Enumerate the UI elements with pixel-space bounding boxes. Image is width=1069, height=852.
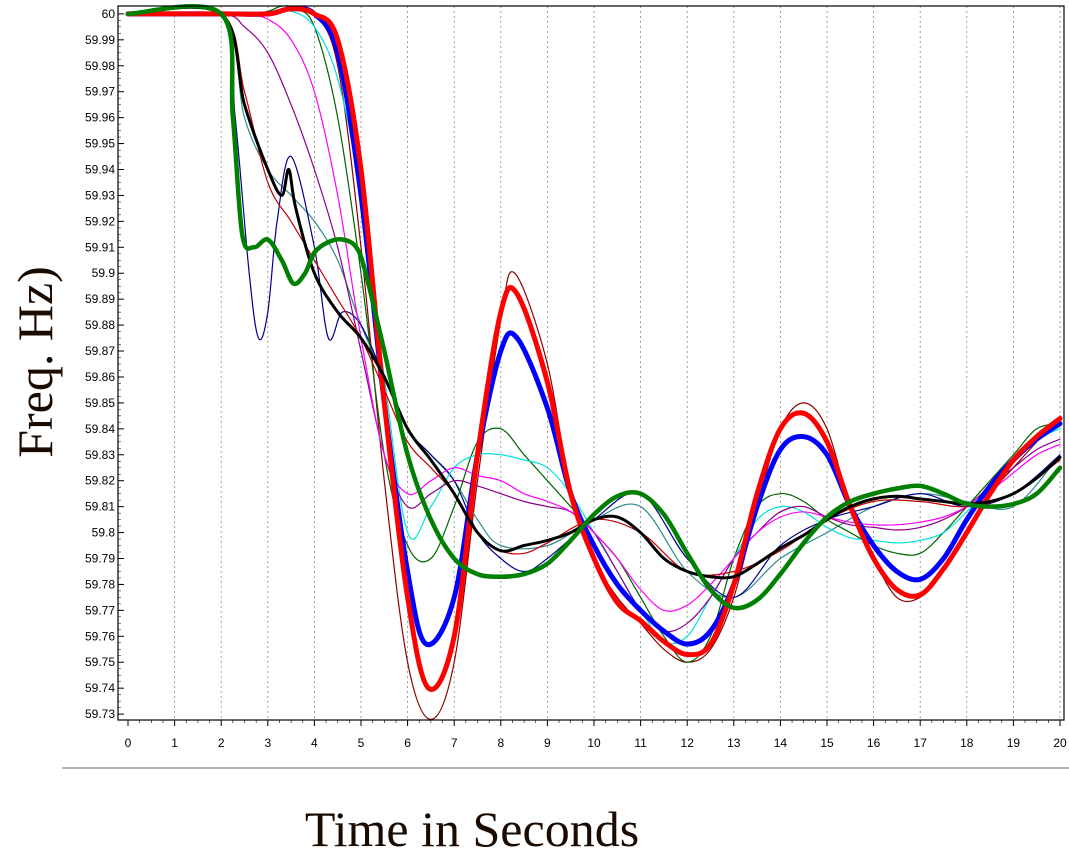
x-tick-label: 8 [497, 736, 504, 750]
x-tick-label: 20 [1053, 736, 1067, 750]
y-tick-label: 59.99 [85, 33, 115, 47]
x-tick-label: 0 [125, 736, 132, 750]
y-tick-label: 59.94 [85, 162, 115, 176]
series-lines [125, 4, 1063, 720]
y-tick-label: 59.9 [92, 266, 116, 280]
y-tick-label: 59.91 [85, 240, 115, 254]
y-tick-label: 59.76 [85, 629, 115, 643]
series-line-11 [126, 5, 1062, 580]
x-tick-label: 4 [311, 736, 318, 750]
x-tick-label: 1 [171, 736, 178, 750]
y-tick-label: 59.77 [85, 603, 115, 617]
x-tick-label: 16 [867, 736, 881, 750]
y-tick-label: 59.83 [85, 448, 115, 462]
y-tick-label: 59.79 [85, 552, 115, 566]
y-tick-label: 59.78 [85, 577, 115, 591]
y-tick-label: 59.95 [85, 137, 115, 151]
x-tick-label: 17 [914, 736, 928, 750]
y-tick-label: 59.96 [85, 111, 115, 125]
y-tick-label: 59.92 [85, 214, 115, 228]
y-tick-label: 59.98 [85, 59, 115, 73]
x-tick-label: 5 [358, 736, 365, 750]
y-axis-title: Freq. Hz) [7, 266, 63, 458]
y-tick-label: 59.81 [85, 500, 115, 514]
y-tick-label: 59.87 [85, 344, 115, 358]
x-tick-label: 18 [960, 736, 974, 750]
x-tick-label: 11 [634, 736, 647, 750]
x-tick-label: 6 [404, 736, 411, 750]
y-tick-label: 59.8 [92, 526, 116, 540]
x-tick-label: 12 [681, 736, 695, 750]
x-tick-label: 19 [1007, 736, 1021, 750]
x-tick-label: 10 [587, 736, 601, 750]
series-line-7 [127, 12, 1061, 612]
x-tick-label: 7 [451, 736, 458, 750]
x-tick-label: 13 [727, 736, 741, 750]
series-line-6 [127, 12, 1061, 633]
y-tick-label: 59.89 [85, 292, 115, 306]
series-line-9 [125, 5, 1063, 648]
series-line-2 [127, 5, 1061, 599]
x-tick-label: 15 [820, 736, 834, 750]
y-tick-label: 59.73 [85, 707, 115, 721]
x-axis-title: Time in Seconds [305, 801, 639, 852]
y-axis-ticks: 60 59.99 59.98 59.97 59.96 59.95 59.94 59.93 59.… [85, 7, 124, 721]
y-tick-label: 59.86 [85, 370, 115, 384]
plot-frame [117, 5, 1065, 721]
series-line-10 [125, 6, 1063, 692]
y-tick-label: 60 [102, 7, 116, 21]
x-tick-label: 9 [544, 736, 551, 750]
x-tick-label: 14 [774, 736, 788, 750]
y-tick-label: 59.84 [85, 422, 115, 436]
y-tick-label: 59.85 [85, 396, 115, 410]
series-line-3 [127, 5, 1061, 599]
y-tick-label: 59.93 [85, 188, 115, 202]
y-tick-label: 59.97 [85, 85, 115, 99]
x-tick-label: 3 [264, 736, 271, 750]
y-tick-label: 59.88 [85, 318, 115, 332]
x-axis-ticks: 0 1 2 3 4 5 6 7 8 9 10 11 12 13 14 15 16 17 18 19 20 [125, 720, 1067, 750]
y-tick-label: 59.75 [85, 655, 115, 669]
x-tick-label: 2 [218, 736, 225, 750]
series-line-12 [125, 4, 1063, 611]
y-tick-label: 59.82 [85, 474, 115, 488]
y-tick-label: 59.74 [85, 681, 115, 695]
